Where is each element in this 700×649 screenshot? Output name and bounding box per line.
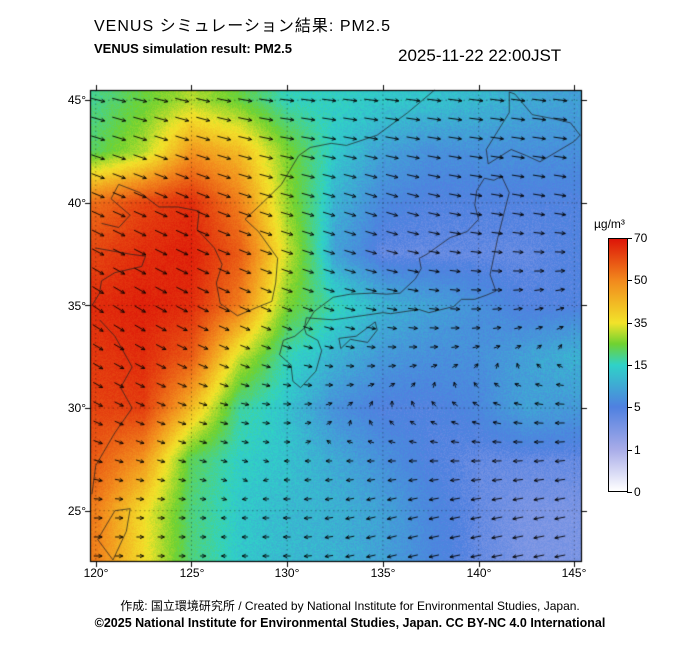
timestamp: 2025-11-22 22:00JST [398,46,561,66]
lat-tick-label-25: 25° [46,504,86,518]
lat-tick-label-30: 30° [46,401,86,415]
colorbar-gradient [608,238,628,492]
venus-simulation-page: VENUS シミュレーション結果: PM2.5 VENUS simulation… [0,0,700,649]
lon-tick-label-130: 130° [262,566,312,580]
colorbar-tick-15: 15 [634,358,668,372]
lon-tick-label-135: 135° [358,566,408,580]
colorbar-tick-0: 0 [634,485,668,499]
colorbar-tick-1: 1 [634,443,668,457]
colorbar-unit-label: µg/m³ [594,217,625,231]
lat-tick-label-35: 35° [46,299,86,313]
lon-tick-label-140: 140° [454,566,504,580]
colorbar-tick-5: 5 [634,400,668,414]
page-title-english: VENUS simulation result: PM2.5 [94,41,292,56]
credit-line: 作成: 国立環境研究所 / Created by National Instit… [0,597,700,614]
lon-tick-label-125: 125° [167,566,217,580]
lon-tick-label-120: 120° [71,566,121,580]
map-canvas [84,84,588,568]
colorbar-tick-50: 50 [634,273,668,287]
simulation-map [84,84,588,568]
page-title-japanese: VENUS シミュレーション結果: PM2.5 [94,12,391,36]
license-line: ©2025 National Institute for Environment… [0,616,700,630]
lat-tick-label-40: 40° [46,196,86,210]
lat-tick-label-45: 45° [46,93,86,107]
colorbar-tick-70: 70 [634,231,668,245]
colorbar-tick-35: 35 [634,316,668,330]
lon-tick-label-145: 145° [549,566,599,580]
